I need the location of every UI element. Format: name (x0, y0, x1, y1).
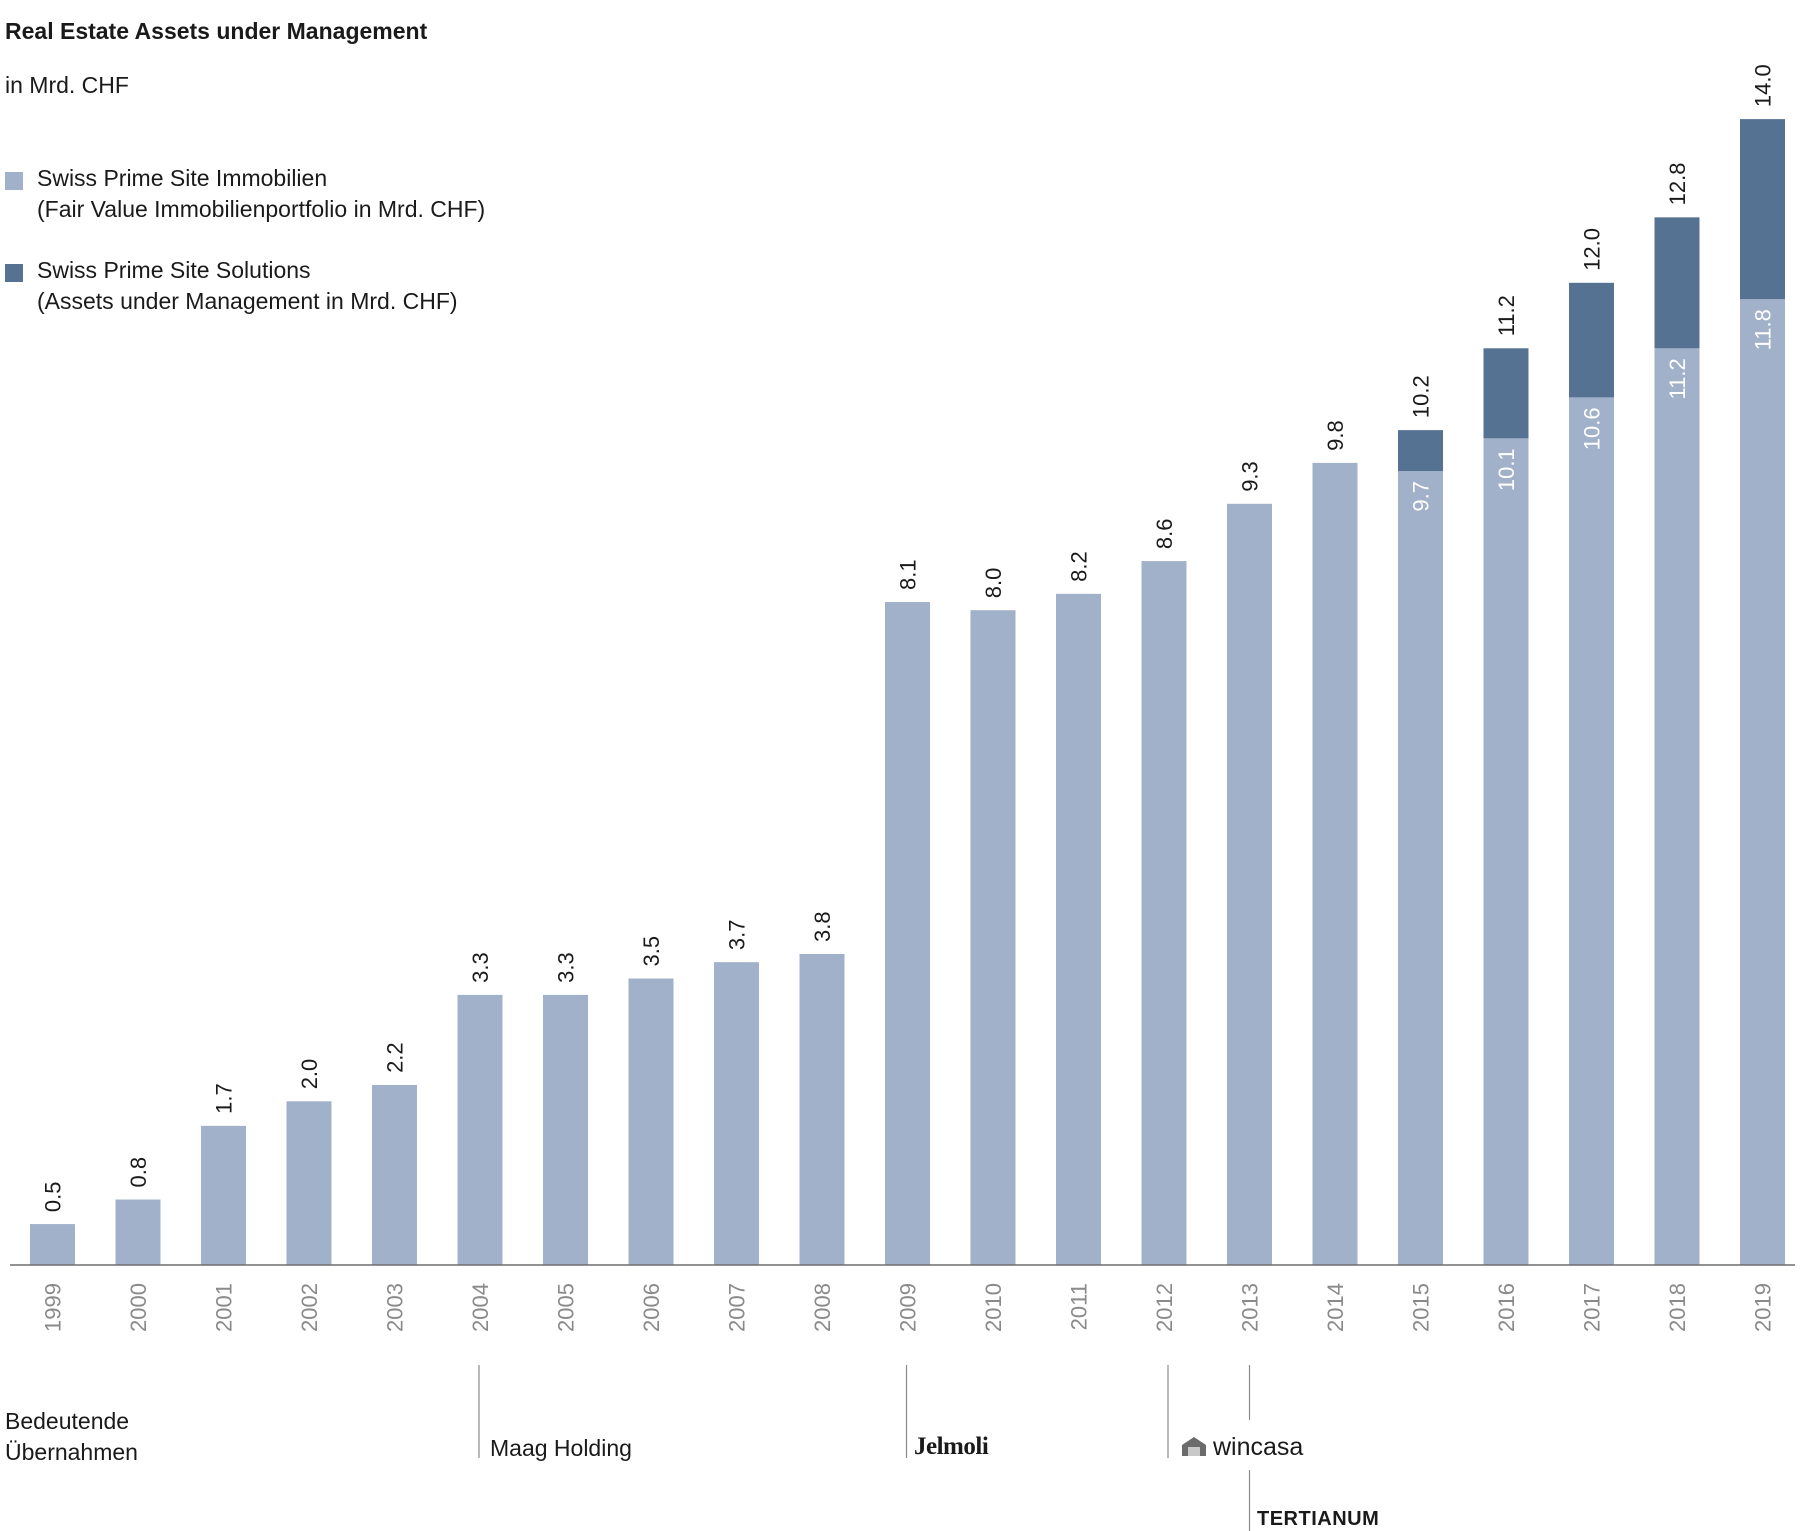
total-label-2016: 11.2 (1494, 295, 1519, 336)
legend-label: Swiss Prime Site Solutions (37, 257, 311, 283)
total-label-2004: 3.3 (468, 952, 493, 983)
bar-immobilien-2000 (115, 1199, 161, 1265)
year-label-2015: 2015 (1409, 1283, 1434, 1332)
total-label-2015: 10.2 (1409, 375, 1434, 418)
total-label-2009: 8.1 (896, 559, 921, 590)
inner-label-2018: 11.2 (1665, 358, 1690, 399)
year-label-2001: 2001 (212, 1283, 237, 1332)
bar-immobilien-2003 (372, 1084, 417, 1265)
acquisition-tertianum-logo: TERTIANUM (1257, 1508, 1379, 1531)
bar-solutions-2017 (1569, 282, 1614, 398)
total-label-2001: 1.7 (212, 1083, 237, 1114)
bar-immobilien-2019 (1740, 299, 1785, 1265)
legend-item-solutions: Swiss Prime Site Solutions (Assets under… (5, 255, 458, 317)
bar-immobilien-2002 (286, 1101, 332, 1265)
year-label-2018: 2018 (1665, 1283, 1690, 1332)
year-label-2003: 2003 (383, 1283, 408, 1332)
bar-immobilien-2006 (628, 978, 674, 1265)
bar-immobilien-2012 (1141, 561, 1187, 1265)
total-label-2019: 14.0 (1751, 64, 1776, 107)
acquisition-wincasa-logo: wincasa (1181, 1433, 1303, 1462)
inner-label-2017: 10.6 (1580, 407, 1605, 450)
house-icon (1182, 1437, 1206, 1456)
total-label-2010: 8.0 (981, 568, 1006, 599)
bar-immobilien-2018 (1654, 348, 1700, 1265)
legend-item-immobilien: Swiss Prime Site Immobilien (Fair Value … (5, 163, 485, 225)
bar-solutions-2019 (1740, 119, 1785, 300)
legend-swatch-solutions (5, 264, 23, 282)
total-label-2008: 3.8 (810, 911, 835, 942)
acquisitions-heading-line2: Übernahmen (5, 1439, 138, 1465)
year-label-2010: 2010 (981, 1283, 1006, 1332)
bar-solutions-2016 (1483, 348, 1529, 439)
bar-immobilien-2009 (885, 602, 930, 1265)
year-label-2013: 2013 (1238, 1283, 1263, 1332)
acquisition-maag-holding: Maag Holding (490, 1435, 632, 1462)
year-label-2016: 2016 (1494, 1283, 1519, 1332)
bar-immobilien-2017 (1569, 397, 1614, 1266)
total-label-2012: 8.6 (1152, 519, 1177, 550)
total-label-2000: 0.8 (126, 1157, 151, 1188)
total-label-2018: 12.8 (1665, 163, 1690, 206)
acquisition-label: wincasa (1213, 1433, 1304, 1461)
year-label-2000: 2000 (126, 1283, 151, 1332)
acquisition-label: TERTIANUM (1257, 1508, 1380, 1530)
total-label-2002: 2.0 (297, 1059, 322, 1090)
bar-solutions-2018 (1654, 217, 1700, 349)
acquisition-label: Maag Holding (490, 1435, 632, 1461)
total-label-1999: 0.5 (41, 1181, 66, 1212)
total-label-2007: 3.7 (725, 920, 750, 951)
chart-title: Real Estate Assets under Management (5, 18, 428, 44)
bar-immobilien-2016 (1483, 438, 1529, 1266)
inner-label-2016: 10.1 (1494, 448, 1519, 491)
year-label-2009: 2009 (896, 1283, 921, 1332)
bar-immobilien-2001 (201, 1125, 246, 1265)
total-label-2005: 3.3 (554, 952, 579, 983)
bar-solutions-2015 (1398, 430, 1443, 472)
year-label-2002: 2002 (297, 1283, 322, 1332)
year-label-2014: 2014 (1323, 1283, 1348, 1332)
acquisition-markers (478, 1365, 1251, 1531)
bar-immobilien-2010 (970, 610, 1016, 1265)
year-label-2019: 2019 (1751, 1283, 1776, 1332)
year-label-2007: 2007 (725, 1283, 750, 1332)
bar-immobilien-2013 (1227, 503, 1272, 1265)
total-label-2017: 12.0 (1580, 228, 1605, 271)
bar-immobilien-2014 (1312, 462, 1358, 1265)
bar-immobilien-2008 (799, 953, 845, 1265)
legend-swatch-immobilien (5, 172, 23, 190)
year-label-2011: 2011 (1067, 1283, 1092, 1330)
bars-group: 0.5 1999 0.8 2000 1.7 2001 2.0 2002 2.2 2003 3.3 20… (30, 64, 1785, 1332)
total-label-2014: 9.8 (1323, 420, 1348, 451)
legend-sublabel: (Assets under Management in Mrd. CHF) (37, 288, 458, 314)
year-label-2006: 2006 (639, 1283, 664, 1332)
legend-label: Swiss Prime Site Immobilien (37, 165, 328, 191)
acquisitions-heading-line1: Bedeutende (5, 1408, 130, 1434)
acquisitions-heading: Bedeutende Übernahmen (5, 1406, 138, 1468)
inner-label-2015: 9.7 (1409, 481, 1434, 512)
legend-sublabel: (Fair Value Immobilienportfolio in Mrd. … (37, 196, 486, 222)
total-label-2011: 8.2 (1067, 551, 1092, 582)
bar-immobilien-2004 (457, 994, 503, 1265)
year-label-1999: 1999 (41, 1283, 66, 1332)
acquisition-label: Jelmoli (914, 1433, 989, 1460)
year-label-2004: 2004 (468, 1283, 493, 1332)
chart-subtitle: in Mrd. CHF (5, 72, 129, 98)
total-label-2006: 3.5 (639, 936, 664, 967)
bar-immobilien-2011 (1056, 593, 1101, 1265)
bar-immobilien-2015 (1398, 471, 1443, 1265)
bar-immobilien-2007 (714, 962, 759, 1265)
bar-immobilien-2005 (543, 994, 588, 1265)
bar-immobilien-1999 (30, 1224, 75, 1265)
year-label-2005: 2005 (554, 1283, 579, 1332)
inner-label-2019: 11.8 (1751, 309, 1776, 350)
total-label-2013: 9.3 (1238, 461, 1263, 492)
year-label-2008: 2008 (810, 1283, 835, 1332)
year-label-2017: 2017 (1580, 1283, 1605, 1332)
year-label-2012: 2012 (1152, 1283, 1177, 1332)
total-label-2003: 2.2 (383, 1042, 408, 1073)
acquisition-jelmoli-logo: Jelmoli (914, 1433, 989, 1461)
